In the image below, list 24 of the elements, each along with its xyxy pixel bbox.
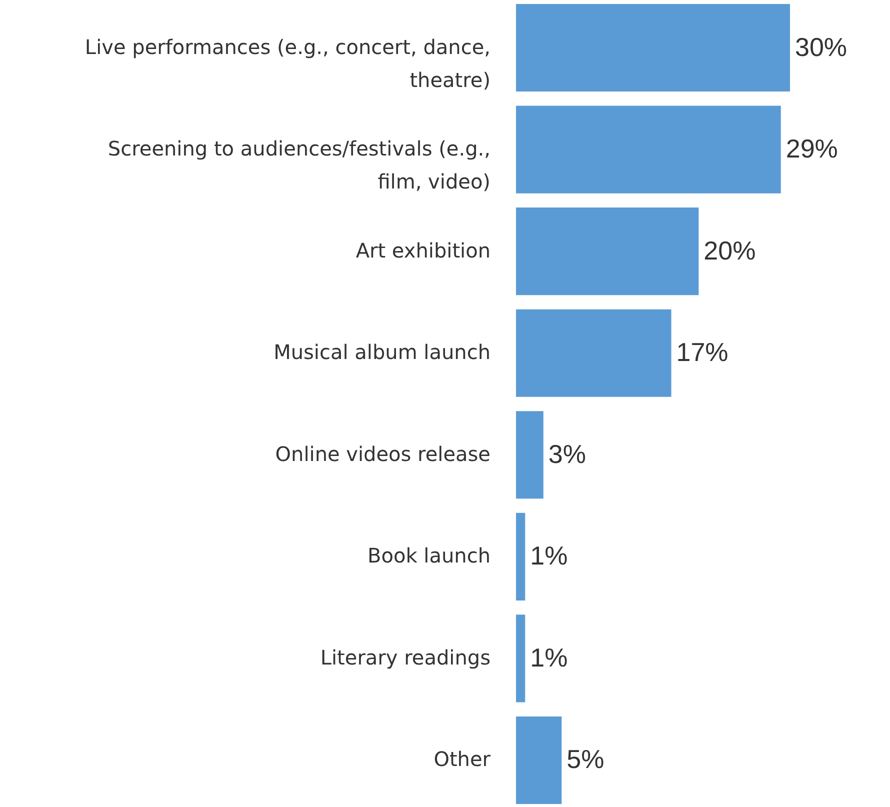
data-label: 5% bbox=[566, 744, 604, 774]
data-label: 3% bbox=[548, 438, 586, 469]
data-label: 17% bbox=[676, 337, 728, 368]
y-tick-label: Online videos release bbox=[275, 442, 490, 466]
data-label: 20% bbox=[704, 235, 756, 266]
data-label: 1% bbox=[530, 540, 568, 571]
y-tick-label: Screening to audiences/festivals (e.g., film, video) bbox=[108, 136, 490, 194]
bar bbox=[516, 716, 562, 804]
data-label: 30% bbox=[795, 32, 848, 62]
bar bbox=[516, 411, 544, 499]
data-label: 1% bbox=[530, 642, 568, 672]
y-tick-label: Live performances (e.g., concert, dance, theatre) bbox=[84, 34, 490, 92]
bar bbox=[516, 512, 526, 600]
y-tick-label: Musical album launch bbox=[274, 340, 490, 364]
y-tick-label: Literary readings bbox=[320, 645, 490, 670]
bar bbox=[516, 4, 790, 92]
bar bbox=[516, 106, 781, 194]
bar bbox=[516, 309, 672, 397]
y-tick-label: Art exhibition bbox=[356, 238, 490, 262]
bar bbox=[516, 614, 526, 702]
y-tick-label: Book launch bbox=[368, 544, 490, 568]
bar bbox=[516, 208, 699, 296]
data-label: 29% bbox=[786, 134, 838, 164]
y-tick-label: Other bbox=[434, 747, 492, 772]
